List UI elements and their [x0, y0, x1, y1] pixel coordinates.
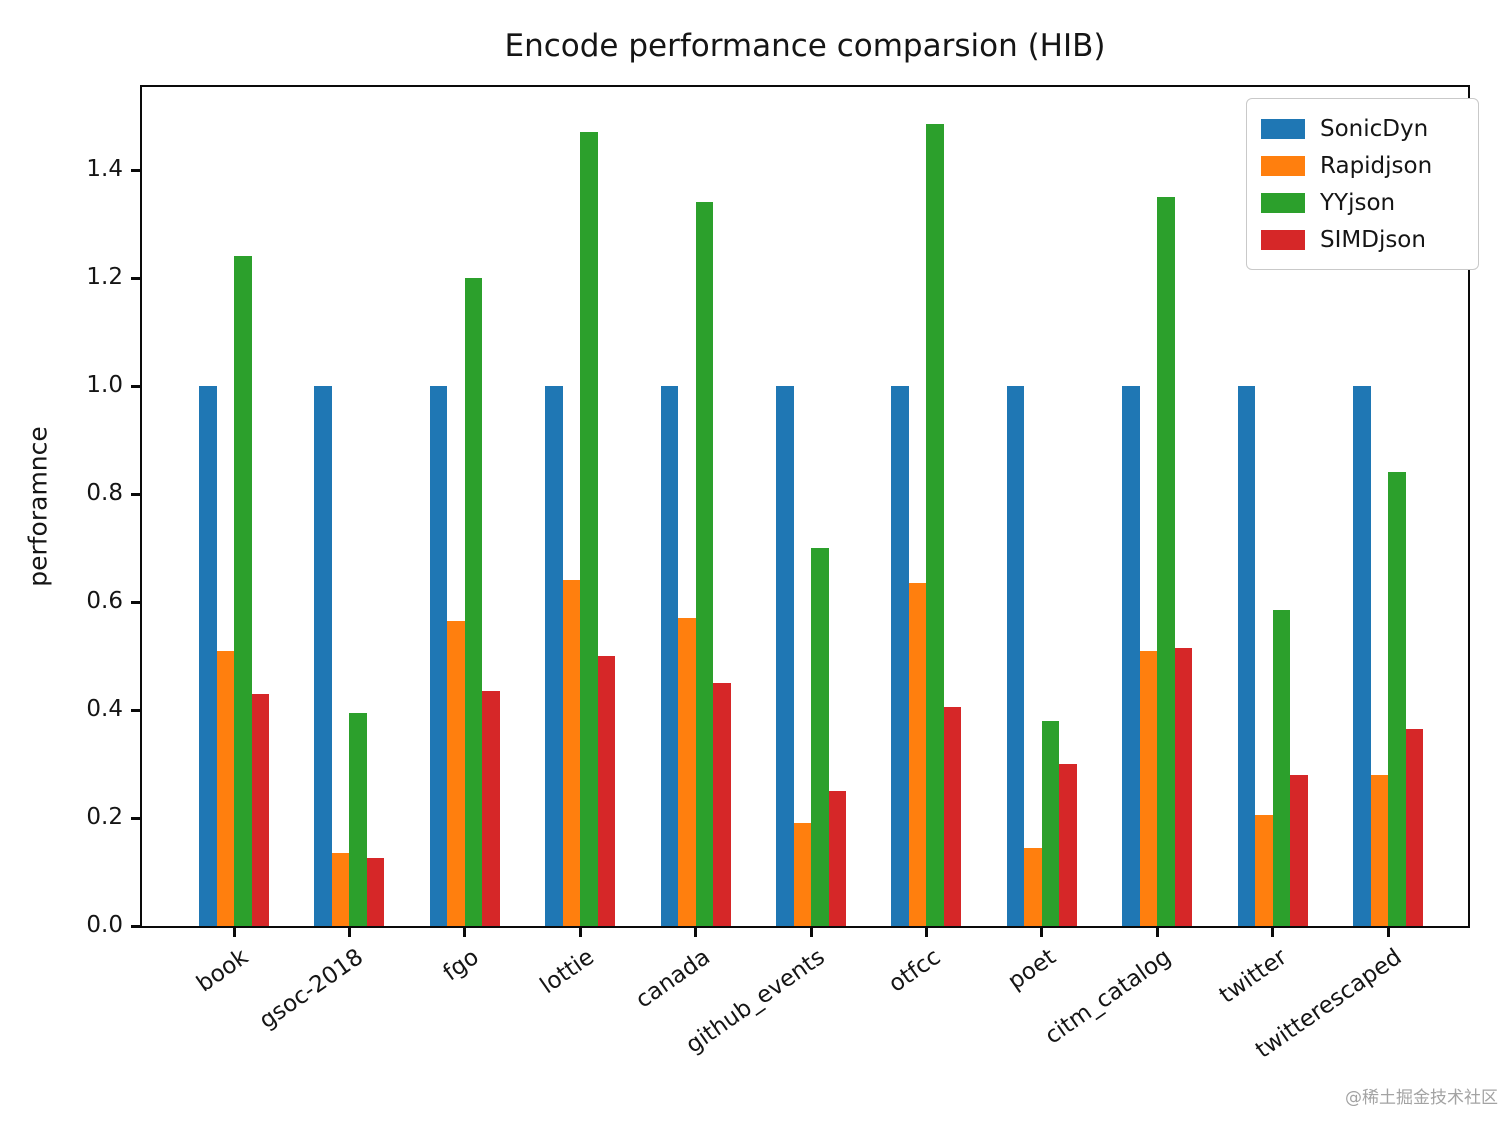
- bar-yyjson-lottie: [580, 132, 598, 926]
- bar-simdjson-fgo: [482, 691, 500, 926]
- x-tick: [924, 928, 928, 937]
- bar-rapidjson-github_events: [793, 823, 811, 926]
- bar-yyjson-poet: [1041, 721, 1060, 926]
- bar-yyjson-fgo: [464, 278, 483, 926]
- legend-label: SIMDjson: [1320, 226, 1426, 253]
- y-axis-label: perforamnce: [23, 426, 53, 587]
- x-tick-label-citm_catalog: citm_catalog: [1040, 944, 1177, 1050]
- bar-sonicdyn-book: [199, 386, 217, 926]
- x-tick-label-fgo: fgo: [438, 944, 484, 987]
- x-tick: [1386, 928, 1390, 937]
- legend-swatch-icon: [1261, 155, 1305, 176]
- legend-swatch-icon: [1261, 118, 1305, 139]
- bar-simdjson-twitter: [1290, 775, 1308, 926]
- y-tick-label: 0.6: [86, 588, 123, 614]
- bar-rapidjson-lottie: [562, 580, 581, 926]
- x-tick-label-poet: poet: [1003, 944, 1061, 996]
- y-tick-label: 0.8: [86, 480, 123, 506]
- x-tick: [578, 928, 582, 937]
- bar-yyjson-github_events: [811, 548, 829, 926]
- bar-sonicdyn-gsoc-2018: [314, 386, 332, 926]
- bar-sonicdyn-lottie: [545, 386, 563, 926]
- bar-rapidjson-twitterescaped: [1370, 775, 1388, 926]
- bar-rapidjson-poet: [1024, 848, 1042, 926]
- x-tick-label-lottie: lottie: [535, 944, 600, 1000]
- x-tick: [1271, 928, 1275, 937]
- legend-item-rapidjson: Rapidjson: [1261, 147, 1464, 184]
- legend: SonicDyn Rapidjson YYjson SIMDjson: [1246, 98, 1479, 270]
- bar-sonicdyn-fgo: [429, 386, 448, 926]
- bar-yyjson-gsoc-2018: [349, 713, 367, 926]
- bar-rapidjson-fgo: [447, 621, 465, 926]
- legend-item-sonicdyn: SonicDyn: [1261, 110, 1464, 147]
- x-tick-label-twitter: twitter: [1214, 944, 1292, 1009]
- x-tick-label-book: book: [192, 944, 253, 998]
- bar-rapidjson-gsoc-2018: [331, 853, 350, 926]
- x-tick: [694, 928, 698, 937]
- bar-simdjson-lottie: [597, 656, 616, 926]
- bar-simdjson-gsoc-2018: [366, 858, 385, 926]
- x-tick: [1155, 928, 1159, 937]
- legend-label: YYjson: [1320, 189, 1396, 216]
- bar-sonicdyn-poet: [1006, 386, 1025, 926]
- y-tick-label: 0.0: [86, 912, 123, 938]
- legend-label: Rapidjson: [1320, 152, 1433, 179]
- y-tick: [131, 277, 140, 280]
- y-tick-label: 1.2: [86, 264, 123, 290]
- x-tick: [809, 928, 813, 937]
- bar-simdjson-citm_catalog: [1174, 648, 1193, 926]
- bar-rapidjson-otfcc: [908, 583, 927, 926]
- bar-simdjson-canada: [713, 683, 731, 926]
- bar-rapidjson-book: [216, 651, 234, 926]
- x-tick-label-gsoc-2018: gsoc-2018: [254, 944, 369, 1035]
- legend-label: SonicDyn: [1320, 115, 1429, 142]
- x-tick: [1040, 928, 1044, 937]
- x-tick: [463, 928, 467, 937]
- bar-simdjson-book: [251, 694, 269, 926]
- legend-swatch-icon: [1261, 192, 1305, 213]
- y-tick-label: 0.4: [86, 696, 123, 722]
- y-tick-label: 1.4: [86, 156, 123, 182]
- x-tick: [232, 928, 236, 937]
- bar-sonicdyn-canada: [660, 386, 679, 926]
- bar-yyjson-book: [234, 256, 252, 926]
- y-tick-label: 1.0: [86, 372, 123, 398]
- y-tick: [131, 385, 140, 388]
- legend-item-simdjson: SIMDjson: [1261, 221, 1464, 258]
- legend-item-yyjson: YYjson: [1261, 184, 1464, 221]
- x-tick-label-canada: canada: [630, 944, 715, 1014]
- y-tick: [131, 493, 140, 496]
- bar-yyjson-otfcc: [926, 124, 944, 926]
- bar-yyjson-citm_catalog: [1157, 197, 1175, 926]
- legend-swatch-icon: [1261, 229, 1305, 250]
- bar-rapidjson-twitter: [1255, 815, 1273, 926]
- bar-sonicdyn-citm_catalog: [1122, 386, 1140, 926]
- chart-title: Encode performance comparsion (HIB): [504, 28, 1106, 64]
- bar-sonicdyn-github_events: [776, 386, 794, 926]
- bar-yyjson-twitter: [1272, 610, 1291, 926]
- bar-sonicdyn-twitter: [1237, 386, 1256, 926]
- y-tick: [131, 169, 140, 172]
- bar-sonicdyn-otfcc: [891, 386, 909, 926]
- bar-sonicdyn-twitterescaped: [1353, 386, 1371, 926]
- bar-yyjson-canada: [695, 202, 714, 926]
- y-tick: [131, 817, 140, 820]
- bar-rapidjson-canada: [678, 618, 696, 926]
- bar-simdjson-otfcc: [943, 707, 962, 926]
- x-tick-label-otfcc: otfcc: [884, 944, 946, 998]
- bar-simdjson-poet: [1059, 764, 1077, 926]
- y-tick: [131, 709, 140, 712]
- y-tick: [131, 601, 140, 604]
- bar-yyjson-twitterescaped: [1388, 472, 1406, 926]
- y-tick-label: 0.2: [86, 804, 123, 830]
- watermark: @稀土掘金技术社区: [1345, 1088, 1498, 1108]
- x-tick: [347, 928, 351, 937]
- y-tick: [131, 925, 140, 928]
- bar-simdjson-twitterescaped: [1405, 729, 1423, 926]
- bar-simdjson-github_events: [828, 791, 846, 926]
- bar-rapidjson-citm_catalog: [1139, 651, 1158, 926]
